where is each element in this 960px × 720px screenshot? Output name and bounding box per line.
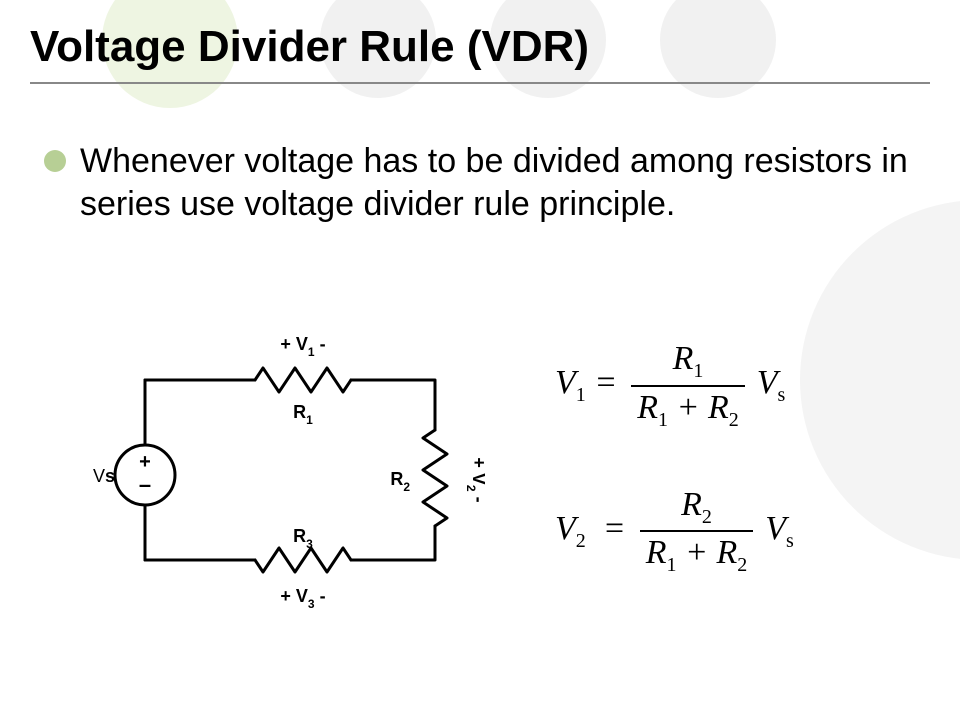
- slide: Voltage Divider Rule (VDR) Whenever volt…: [0, 0, 960, 720]
- equation-v2: V2 = R2 R1 + R2 Vs: [555, 486, 905, 578]
- slide-title: Voltage Divider Rule (VDR): [30, 22, 930, 72]
- equations: V1 = R1 R1 + R2 Vs V2 = R2 R1 + R2 Vs: [555, 340, 905, 631]
- r3-label: R3: [293, 526, 313, 551]
- circuit-diagram: + – Vs + V1 - R1 R2 + V2 - R3 + V3 -: [75, 310, 485, 620]
- equation-v1: V1 = R1 R1 + R2 Vs: [555, 340, 905, 432]
- v2-label: + V2 -: [464, 457, 485, 502]
- bullet-text: Whenever voltage has to be divided among…: [80, 140, 924, 225]
- source-label: Vs: [93, 466, 115, 486]
- circuit-svg: + – Vs + V1 - R1 R2 + V2 - R3 + V3 -: [75, 310, 485, 620]
- v3-label: + V3 -: [280, 586, 325, 611]
- v1-label: + V1 -: [280, 334, 325, 359]
- source-plus: +: [139, 451, 151, 473]
- r1-label: R1: [293, 402, 313, 427]
- r2-label: R2: [390, 469, 410, 494]
- title-area: Voltage Divider Rule (VDR): [30, 22, 930, 84]
- bullet-item: Whenever voltage has to be divided among…: [44, 140, 924, 225]
- bullet-icon: [44, 150, 66, 172]
- source-minus: –: [139, 472, 151, 497]
